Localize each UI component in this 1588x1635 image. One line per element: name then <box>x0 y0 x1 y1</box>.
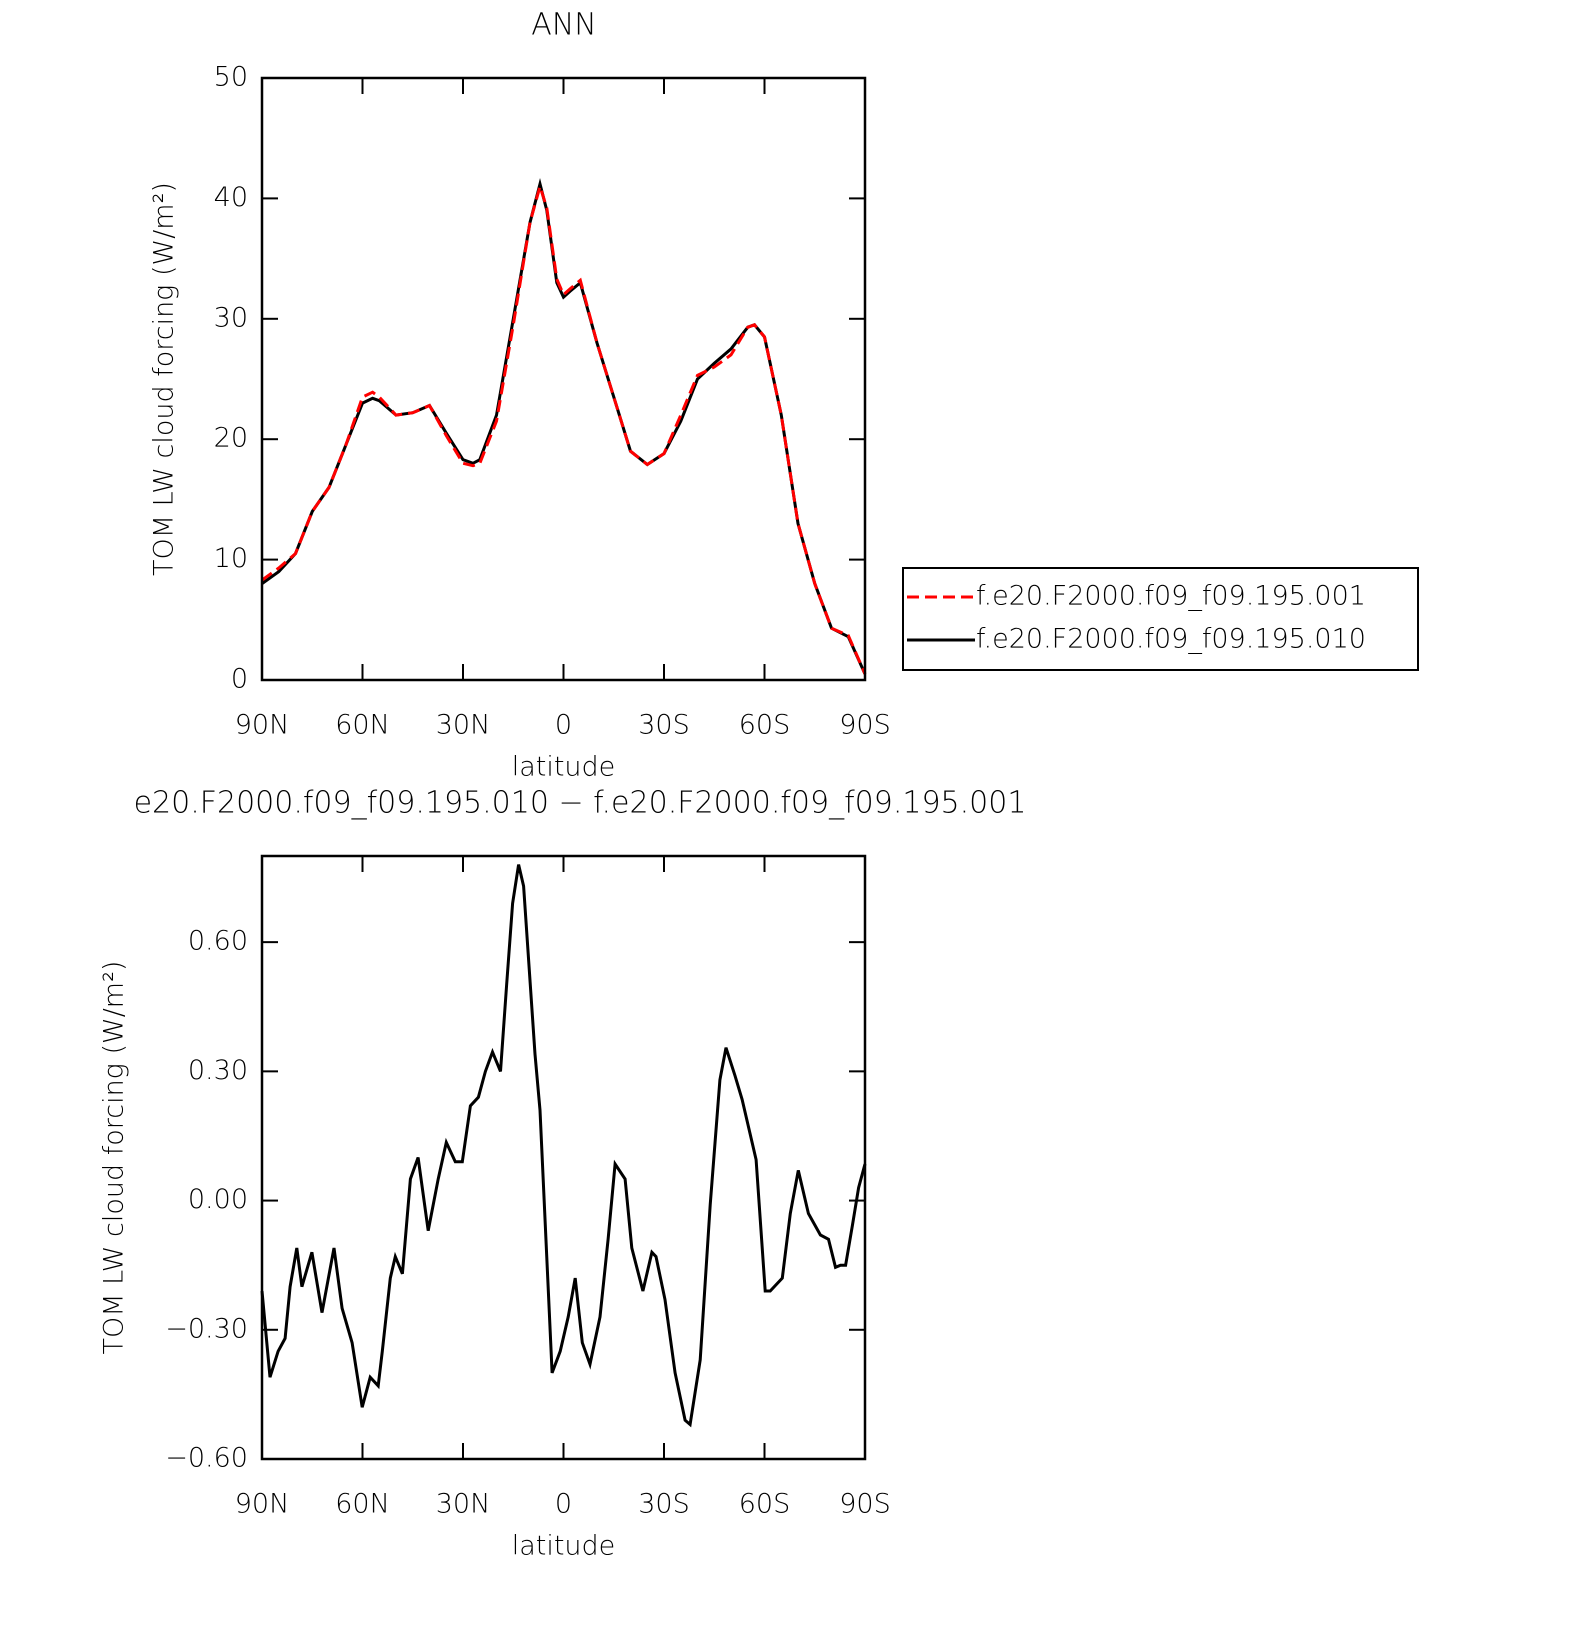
y-tick-label: −0.60 <box>165 1443 248 1474</box>
legend-box <box>902 567 1419 671</box>
x-tick-label: 60S <box>739 710 791 741</box>
y-tick-label: 0 <box>231 664 248 695</box>
x-tick-label: 30S <box>638 710 690 741</box>
x-tick-label: 30N <box>436 1489 491 1520</box>
y-axis-label: TOM LW cloud forcing (W/m²) <box>99 961 130 1355</box>
x-tick-label: 0 <box>555 710 572 741</box>
x-axis-label: latitude <box>512 752 616 783</box>
y-tick-label: 50 <box>214 62 248 93</box>
x-tick-label: 90S <box>839 1489 891 1520</box>
x-tick-label: 30N <box>436 710 491 741</box>
data-line <box>260 864 867 1428</box>
chart-title: ANN <box>531 8 596 43</box>
data-line <box>261 181 867 675</box>
x-tick-label: 60N <box>335 710 390 741</box>
x-tick-label: 60N <box>335 1489 390 1520</box>
x-tick-label: 30S <box>638 1489 690 1520</box>
y-tick-label: 40 <box>214 182 248 213</box>
x-tick-label: 90N <box>235 710 290 741</box>
plot-frame <box>260 854 867 1461</box>
legend-label: f.e20.F2000.f09_f09.195.001 <box>976 581 1366 612</box>
x-tick-label: 0 <box>555 1489 572 1520</box>
plot-frame <box>260 76 867 682</box>
x-tick-label: 90S <box>839 710 891 741</box>
y-axis-label: TOM LW cloud forcing (W/m²) <box>149 182 180 576</box>
x-tick-label: 60S <box>739 1489 791 1520</box>
y-tick-label: 0.60 <box>188 926 248 957</box>
y-tick-label: 0.30 <box>188 1055 248 1086</box>
x-axis-label: latitude <box>512 1531 616 1562</box>
legend-label: f.e20.F2000.f09_f09.195.010 <box>976 624 1366 655</box>
y-tick-label: 30 <box>214 302 248 333</box>
y-tick-label: −0.30 <box>165 1313 248 1344</box>
y-tick-label: 20 <box>214 423 248 454</box>
y-tick-label: 0.00 <box>188 1184 248 1215</box>
y-tick-label: 10 <box>214 543 248 574</box>
x-tick-label: 90N <box>235 1489 290 1520</box>
chart-title: e20.F2000.f09_f09.195.010 − f.e20.F2000.… <box>134 786 1027 821</box>
